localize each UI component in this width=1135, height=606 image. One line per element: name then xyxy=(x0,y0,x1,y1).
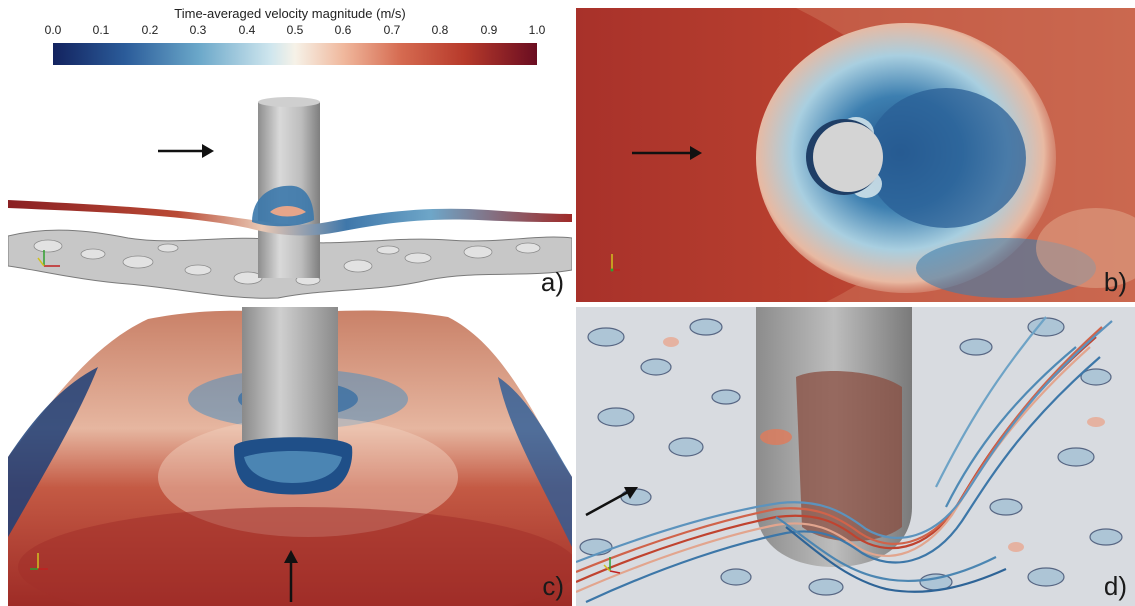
colorbar-tick: 1.0 xyxy=(528,23,546,37)
colorbar-tick: 0.6 xyxy=(334,23,352,37)
colorbar-tick: 0.5 xyxy=(286,23,304,37)
colorbar xyxy=(53,43,537,65)
colorbar-tick: 0.3 xyxy=(189,23,207,37)
colorbar-tick: 0.9 xyxy=(480,23,498,37)
colorbar-tick: 0.8 xyxy=(431,23,449,37)
panel-label-b: b) xyxy=(1103,267,1127,297)
colorbar-tick: 0.4 xyxy=(238,23,256,37)
axes-triad-icon xyxy=(30,553,48,570)
axes-triad-icon xyxy=(37,250,60,267)
panel-label-c: c) xyxy=(542,571,564,601)
panel-b-render xyxy=(576,8,1135,302)
flow-arrow xyxy=(585,490,629,517)
cylinder-top-view xyxy=(813,122,883,192)
panel-c-render xyxy=(8,307,572,606)
panel-label-a: a) xyxy=(540,267,564,297)
colorbar-title: Time-averaged velocity magnitude (m/s) xyxy=(174,8,406,21)
cylinder xyxy=(242,307,338,445)
panel-a: Time-averaged velocity magnitude (m/s) 0… xyxy=(8,8,572,302)
axes-triad-icon xyxy=(603,557,621,574)
colorbar-tick: 0.0 xyxy=(44,23,62,37)
axes-triad-icon xyxy=(610,254,620,272)
streamlines xyxy=(576,316,1113,603)
horseshoe-vortex xyxy=(252,185,314,227)
free-surface-sheet xyxy=(8,200,572,236)
panel-a-render xyxy=(8,97,572,299)
wake-region xyxy=(866,88,1026,228)
panel-c: c) xyxy=(8,307,572,606)
colorbar-tick: 0.7 xyxy=(383,23,401,37)
colorbar-tick: 0.2 xyxy=(141,23,159,37)
colorbar-tick: 0.1 xyxy=(92,23,110,37)
panel-label-d: d) xyxy=(1103,571,1127,601)
panel-d: d) xyxy=(576,307,1135,606)
colorbar-ticks: 0.0 0.1 0.2 0.3 0.4 0.5 0.6 0.7 0.8 0.9 … xyxy=(8,23,572,39)
panel-b: b) xyxy=(576,8,1135,302)
panel-d-render xyxy=(576,307,1135,606)
